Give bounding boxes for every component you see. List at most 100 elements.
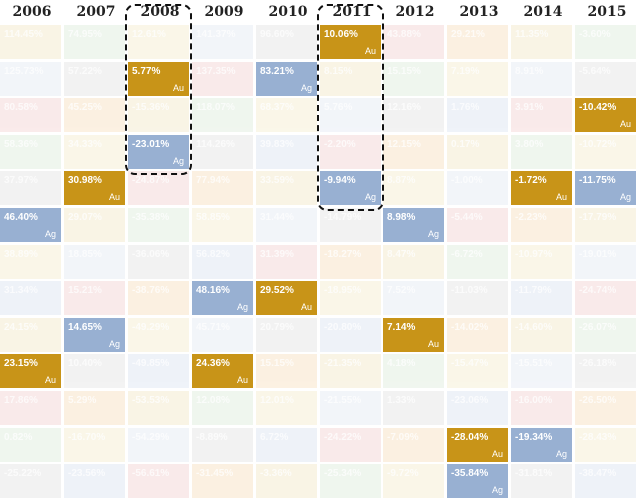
heatmap-cell: -3.36% (256, 464, 317, 498)
cell-value: -35.84% (451, 468, 489, 479)
cell-ag-2014: -19.34% Ag (511, 428, 572, 462)
cell-value: -5.64% (579, 66, 611, 77)
cell-symbol: Ag (172, 156, 184, 166)
cell-value: 15.15% (387, 66, 421, 77)
cell-au-2012: 7.14% Au (383, 318, 444, 352)
cell-value: 74.95% (68, 29, 102, 40)
cell-value: 46.40% (4, 212, 38, 223)
cell-value: 58.85% (196, 212, 230, 223)
heatmap-cell: 3.91% (511, 98, 572, 132)
cell-value: -49.85% (132, 358, 170, 369)
cell-value: 33.59% (260, 175, 294, 186)
cell-value: 96.60% (260, 29, 294, 40)
heatmap-cell: 141.37% (192, 25, 253, 59)
cell-value: 7.19% (451, 66, 480, 77)
cell-value: 5.29% (68, 395, 97, 406)
cell-value: 12.08% (196, 395, 230, 406)
cell-value: 8.91% (515, 66, 544, 77)
heatmap-cell: -26.07% (575, 318, 636, 352)
cell-symbol: Ag (236, 302, 248, 312)
cell-value: -18.27% (324, 249, 362, 260)
heatmap-cell: -26.18% (575, 354, 636, 388)
cell-value: -15.36% (132, 102, 170, 113)
cell-symbol: Au (555, 192, 567, 202)
heatmap-cell: -49.85% (128, 354, 189, 388)
heatmap-cell: 12.15% (383, 135, 444, 169)
cell-value: 6.72% (260, 432, 289, 443)
cell-symbol: Au (236, 375, 248, 385)
cell-value: 12.01% (260, 395, 294, 406)
heatmap-cell: -25.34% (320, 464, 381, 498)
column-header-2007: 2007 (76, 4, 116, 20)
cell-value: -53.53% (132, 395, 170, 406)
cell-value: 12.61% (132, 29, 166, 40)
cell-symbol: Ag (300, 83, 312, 93)
heatmap-cell: -14.60% (511, 318, 572, 352)
cell-value: 125.73% (4, 66, 44, 77)
cell-value: -25.34% (324, 468, 362, 479)
cell-value: 3.80% (515, 139, 544, 150)
heatmap-cell: 8.15% (320, 62, 381, 96)
cell-symbol: Au (427, 339, 439, 349)
cell-ag-2006: 46.40% Ag (0, 208, 61, 242)
cell-value: 37.97% (4, 175, 38, 186)
heatmap-cell: 10.40% (64, 354, 125, 388)
cell-value: 31.44% (260, 212, 294, 223)
cell-value: -17.79% (579, 212, 617, 223)
heatmap-cell: 24.15% (0, 318, 61, 352)
cell-value: -25.22% (4, 468, 42, 479)
cell-value: 7.52% (387, 285, 416, 296)
cell-value: 4.18% (387, 358, 416, 369)
heatmap-cell: 114.26% (192, 135, 253, 169)
heatmap-cell: -20.80% (320, 318, 381, 352)
heatmap-cell: -54.29% (128, 428, 189, 462)
heatmap-cell: -19.01% (575, 245, 636, 279)
cell-value: 31.39% (260, 249, 294, 260)
cell-value: 141.37% (196, 29, 236, 40)
heatmap-cell: -53.53% (128, 391, 189, 425)
heatmap-cell: 57.22% (64, 62, 125, 96)
cell-value: -15.51% (515, 358, 553, 369)
cell-symbol: Ag (427, 229, 439, 239)
heatmap-cell: 96.60% (256, 25, 317, 59)
heatmap-cell: -23.06% (447, 391, 508, 425)
cell-value: -49.29% (132, 322, 170, 333)
heatmap-cell: 5.29% (64, 391, 125, 425)
heatmap-cell: -10.97% (511, 245, 572, 279)
heatmap-cell: 12.61% (128, 25, 189, 59)
heatmap-cell: 39.83% (256, 135, 317, 169)
cell-ag-2008: -23.01% Ag (128, 135, 189, 169)
cell-value: 12.16% (387, 102, 421, 113)
cell-value: 15.21% (68, 285, 102, 296)
heatmap-cell: 43.88% (383, 25, 444, 59)
heatmap-cell: 74.95% (64, 25, 125, 59)
heatmap-cell: -24.87% (128, 171, 189, 205)
heatmap-cell: -24.22% (320, 428, 381, 462)
cell-value: 15.15% (260, 358, 294, 369)
heatmap-cell: 77.94% (192, 171, 253, 205)
cell-value: -10.42% (579, 102, 617, 113)
cell-value: -26.18% (579, 358, 617, 369)
heatmap-cell: -38.47% (575, 464, 636, 498)
cell-au-2013: -28.04% Au (447, 428, 508, 462)
heatmap-cell: 12.01% (256, 391, 317, 425)
cell-au-2010: 29.52% Au (256, 281, 317, 315)
column-header-2006: 2006 (12, 4, 52, 20)
cell-value: 8.98% (387, 212, 416, 223)
heatmap-cell: -8.89% (192, 428, 253, 462)
heatmap-cell: 11.35% (511, 25, 572, 59)
cell-value: -11.79% (515, 285, 552, 296)
heatmap-cell: -11.79% (511, 281, 572, 315)
heatmap-cell: 3.80% (511, 135, 572, 169)
cell-value: 39.83% (260, 139, 294, 150)
heatmap-cell: -1.00% (447, 171, 508, 205)
cell-value: -18.95% (324, 285, 362, 296)
cell-value: -19.34% (515, 432, 553, 443)
heatmap-cell: 80.58% (0, 98, 61, 132)
cell-au-2008: 5.77% Au (128, 62, 189, 96)
heatmap-cell: -49.29% (128, 318, 189, 352)
cell-au-2015: -10.42% Au (575, 98, 636, 132)
cell-value: 8.15% (324, 66, 353, 77)
cell-value: 29.52% (260, 285, 294, 296)
